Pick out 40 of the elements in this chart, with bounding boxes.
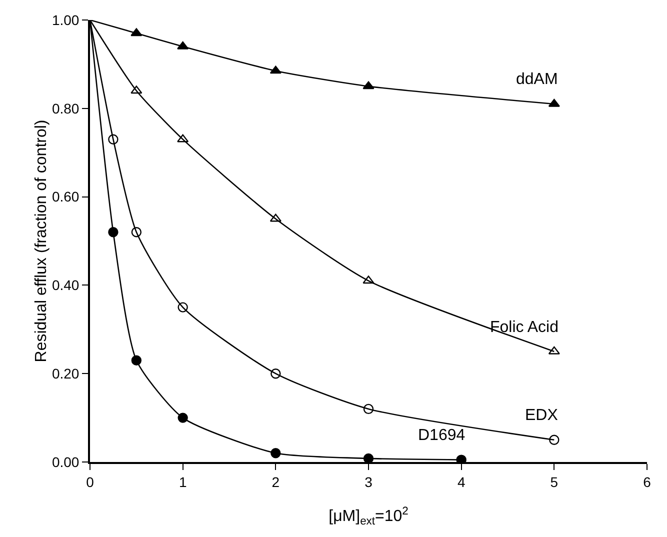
point	[548, 346, 560, 354]
y-tick-label: 0.20	[52, 366, 80, 382]
point	[362, 276, 374, 284]
point	[549, 434, 560, 445]
x-axis-title: [μM]$_{ext}$=10$^{2}$	[328, 505, 408, 528]
point	[177, 134, 189, 142]
y-tick-label: 0.00	[52, 454, 80, 470]
x-tick-label: 4	[457, 474, 466, 490]
x-tick-label: 1	[178, 474, 187, 490]
x-tick-label: 0	[86, 474, 94, 490]
point	[363, 453, 374, 462]
point	[548, 98, 560, 107]
point	[131, 227, 142, 238]
point	[177, 41, 189, 50]
point	[108, 227, 118, 238]
point	[178, 412, 188, 423]
series-label: D1694	[418, 427, 466, 444]
x-tick-label: 2	[272, 474, 280, 490]
point	[178, 302, 188, 312]
series-label: EDX	[525, 407, 558, 424]
series-label: Folic Acid	[490, 319, 558, 336]
y-tick-label: 0.60	[52, 188, 80, 205]
point	[270, 368, 281, 379]
point	[131, 355, 142, 366]
x-tick-label: 3	[364, 474, 373, 490]
point	[130, 86, 142, 94]
x-tick-label: 5	[550, 474, 558, 490]
series-label: ddAM	[516, 71, 558, 88]
point	[130, 28, 142, 36]
point	[363, 404, 374, 414]
y-tick-label: 0.40	[52, 277, 80, 294]
point	[362, 81, 374, 90]
point	[270, 214, 282, 222]
y-tick-label: 0.80	[52, 100, 80, 116]
point	[270, 448, 281, 458]
point	[270, 66, 282, 74]
x-tick-label: 6	[643, 474, 652, 490]
y-tick-label: 1.00	[52, 12, 80, 28]
point	[108, 134, 118, 144]
y-axis-title: Residual efflux (fraction of control)	[32, 120, 50, 362]
